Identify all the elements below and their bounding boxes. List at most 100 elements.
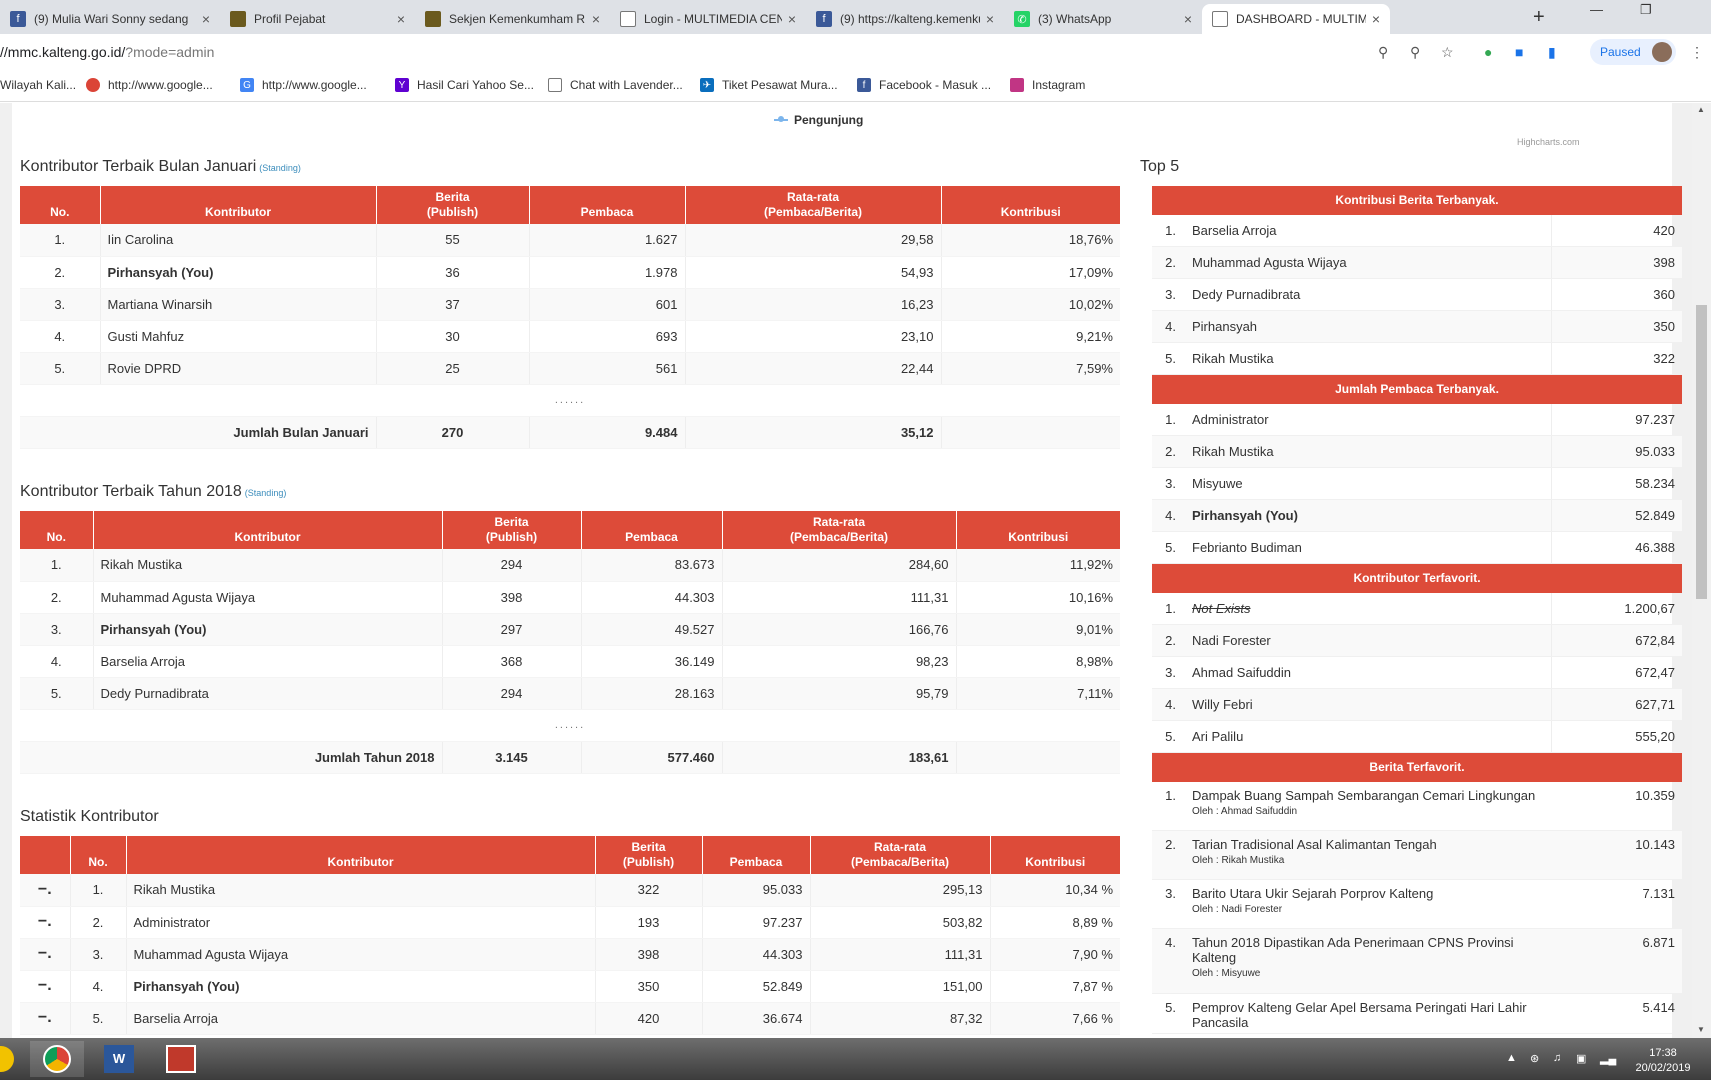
collapse-icon[interactable]: −. xyxy=(20,906,71,939)
bookmark-item[interactable]: ✈ Tiket Pesawat Mura... xyxy=(700,78,838,92)
table-row[interactable]: 2. Pirhansyah (You) 36 1.978 54,93 17,09% xyxy=(20,256,1120,289)
list-item[interactable]: 2. Nadi Forester 672,84 xyxy=(1152,625,1682,657)
bookmark-item[interactable]: Instagram xyxy=(1010,78,1085,92)
scroll-up-icon[interactable]: ▲ xyxy=(1697,105,1705,114)
chart-legend[interactable]: Pengunjung xyxy=(774,113,863,127)
list-item[interactable]: 3. Ahmad Saifuddin 672,47 xyxy=(1152,657,1682,689)
list-item[interactable]: 4. Willy Febri 627,71 xyxy=(1152,689,1682,721)
word-taskbar-icon[interactable]: W xyxy=(92,1041,146,1077)
close-icon[interactable]: × xyxy=(1183,11,1192,27)
bookmark-item[interactable]: http://www.google... xyxy=(86,78,213,92)
signal-icon[interactable]: ▂▄ xyxy=(1600,1053,1617,1065)
collapse-icon[interactable]: −. xyxy=(20,874,71,907)
cell-berita: 294 xyxy=(442,549,582,582)
table-row[interactable]: −. 2. Administrator 193 97.237 503,82 8,89 % xyxy=(20,906,1120,939)
standing-link[interactable]: (Standing) xyxy=(244,488,287,498)
close-icon[interactable]: × xyxy=(1371,11,1380,27)
tab-7[interactable]: DASHBOARD - MULTIMEDIA × xyxy=(1202,4,1390,34)
start-icon[interactable] xyxy=(0,1041,14,1077)
list-item[interactable]: 5. Rikah Mustika 322 xyxy=(1152,343,1682,375)
tab-3[interactable]: Sekjen Kemenkumham RI C × xyxy=(415,4,610,34)
extension-icon[interactable]: ● xyxy=(1484,44,1493,60)
bookmark-item[interactable]: Wilayah Kali... xyxy=(0,78,76,92)
list-item[interactable]: 5. Febrianto Budiman 46.388 xyxy=(1152,532,1682,564)
item-no: 3. xyxy=(1165,665,1176,680)
tab-6[interactable]: ✆ (3) WhatsApp × xyxy=(1004,4,1202,34)
menu-icon[interactable]: ⋮ xyxy=(1690,44,1704,60)
list-item[interactable]: 1. Not Exists 1.200,67 xyxy=(1152,593,1682,625)
bluetooth-icon[interactable]: ⊛ xyxy=(1530,1053,1540,1065)
table-row[interactable]: 2. Muhammad Agusta Wijaya 398 44.303 111,31 1… xyxy=(20,581,1120,614)
close-icon[interactable]: × xyxy=(201,11,210,27)
tab-2[interactable]: Profil Pejabat × xyxy=(220,4,415,34)
minimize-icon[interactable]: — xyxy=(1590,2,1603,17)
star-icon[interactable]: ☆ xyxy=(1441,44,1454,60)
article-item[interactable]: 4. Tahun 2018 Dipastikan Ada Penerimaan C… xyxy=(1152,929,1682,994)
article-title[interactable]: Tahun 2018 Dipastikan Ada Penerimaan CPN… xyxy=(1192,935,1514,965)
article-title[interactable]: Barito Utara Ukir Sejarah Porprov Kalten… xyxy=(1192,886,1434,901)
extension-icon[interactable]: ■ xyxy=(1515,44,1524,60)
table-row[interactable]: 1. Rikah Mustika 294 83.673 284,60 11,92% xyxy=(20,549,1120,582)
page-scrollbar[interactable]: ▲ ▼ xyxy=(1692,103,1711,1038)
article-title[interactable]: Dampak Buang Sampah Sembarangan Cemari L… xyxy=(1192,788,1536,803)
list-item[interactable]: 2. Muhammad Agusta Wijaya 398 xyxy=(1152,247,1682,279)
table-row[interactable]: 5. Dedy Purnadibrata 294 28.163 95,79 7,11% xyxy=(20,677,1120,710)
bookmark-item[interactable]: Chat with Lavender... xyxy=(548,78,683,92)
key-icon[interactable]: ⚲ xyxy=(1378,44,1389,60)
standing-link[interactable]: (Standing) xyxy=(259,163,301,173)
chrome-taskbar-icon[interactable] xyxy=(30,1041,84,1077)
profile-paused-button[interactable]: Paused xyxy=(1590,39,1676,65)
tab-4[interactable]: Login - MULTIMEDIA CENTE × xyxy=(610,4,806,34)
list-item[interactable]: 2. Rikah Mustika 95.033 xyxy=(1152,436,1682,468)
article-item[interactable]: 1. Dampak Buang Sampah Sembarangan Cemari… xyxy=(1152,782,1682,831)
bookmark-item[interactable]: f Facebook - Masuk ... xyxy=(857,78,991,92)
table-row[interactable]: 3. Pirhansyah (You) 297 49.527 166,76 9,01% xyxy=(20,613,1120,646)
network-icon[interactable]: ▣ xyxy=(1576,1053,1587,1065)
close-icon[interactable]: × xyxy=(396,11,405,27)
table-row[interactable]: 4. Gusti Mahfuz 30 693 23,10 9,21% xyxy=(20,320,1120,353)
scroll-down-icon[interactable]: ▼ xyxy=(1697,1025,1705,1034)
volume-icon[interactable]: ♫ xyxy=(1553,1052,1562,1064)
clock[interactable]: 17:38 20/02/2019 xyxy=(1635,1047,1691,1074)
tab-5[interactable]: f (9) https://kalteng.kemenku × xyxy=(806,4,1004,34)
list-item[interactable]: 1. Barselia Arroja 420 xyxy=(1152,215,1682,247)
table-row[interactable]: 4. Barselia Arroja 368 36.149 98,23 8,98% xyxy=(20,645,1120,678)
table-row[interactable]: 3. Martiana Winarsih 37 601 16,23 10,02% xyxy=(20,288,1120,321)
list-item[interactable]: 4. Pirhansyah (You) 52.849 xyxy=(1152,500,1682,532)
collapse-icon[interactable]: −. xyxy=(20,938,71,971)
article-title[interactable]: Pemprov Kalteng Gelar Apel Bersama Perin… xyxy=(1192,1000,1527,1030)
app-taskbar-icon[interactable] xyxy=(154,1041,208,1077)
list-item[interactable]: 5. Ari Palilu 555,20 xyxy=(1152,721,1682,753)
article-item[interactable]: 2. Tarian Tradisional Asal Kalimantan Ten… xyxy=(1152,831,1682,880)
list-item[interactable]: 3. Dedy Purnadibrata 360 xyxy=(1152,279,1682,311)
article-title[interactable]: Tarian Tradisional Asal Kalimantan Tenga… xyxy=(1192,837,1437,852)
table-row[interactable]: −. 1. Rikah Mustika 322 95.033 295,13 10,34 % xyxy=(20,874,1120,907)
bookmark-item[interactable]: Y Hasil Cari Yahoo Se... xyxy=(395,78,534,92)
restore-icon[interactable]: ❐ xyxy=(1640,2,1652,17)
new-tab-button[interactable]: + xyxy=(1533,6,1545,28)
table-row[interactable]: 5. Rovie DPRD 25 561 22,44 7,59% xyxy=(20,352,1120,385)
collapse-icon[interactable]: −. xyxy=(20,970,71,1003)
tab-1[interactable]: f (9) Mulia Wari Sonny sedang × xyxy=(0,4,220,34)
url-text[interactable]: //mmc.kalteng.go.id/?mode=admin xyxy=(0,44,215,60)
chart-credits[interactable]: Highcharts.com xyxy=(1517,137,1580,147)
table-row[interactable]: 1. Iin Carolina 55 1.627 29,58 18,76% xyxy=(20,224,1120,257)
tray-chevron-icon[interactable]: ▲ xyxy=(1506,1052,1517,1064)
extension-icon[interactable]: ▮ xyxy=(1548,44,1556,60)
article-item[interactable]: 3. Barito Utara Ukir Sejarah Porprov Kalt… xyxy=(1152,880,1682,929)
article-item[interactable]: 5. Pemprov Kalteng Gelar Apel Bersama Per… xyxy=(1152,994,1682,1034)
close-icon[interactable]: × xyxy=(787,11,796,27)
table-row[interactable]: −. 5. Barselia Arroja 420 36.674 87,32 7,66 % xyxy=(20,1002,1120,1035)
list-item[interactable]: 3. Misyuwe 58.234 xyxy=(1152,468,1682,500)
collapse-icon[interactable]: −. xyxy=(20,1002,71,1035)
table-row[interactable]: −. 3. Muhammad Agusta Wijaya 398 44.303 111,3… xyxy=(20,938,1120,971)
close-icon[interactable]: × xyxy=(985,11,994,27)
list-item[interactable]: 1. Administrator 97.237 xyxy=(1152,404,1682,436)
list-item[interactable]: 4. Pirhansyah 350 xyxy=(1152,311,1682,343)
close-icon[interactable]: × xyxy=(591,11,600,27)
scroll-thumb[interactable] xyxy=(1696,305,1707,599)
zoom-icon[interactable]: ⚲ xyxy=(1410,44,1421,60)
table-row[interactable]: −. 4. Pirhansyah (You) 350 52.849 151,00 7,87 … xyxy=(20,970,1120,1003)
address-bar[interactable]: //mmc.kalteng.go.id/?mode=admin ⚲ ⚲ ☆ ● … xyxy=(0,34,1711,70)
